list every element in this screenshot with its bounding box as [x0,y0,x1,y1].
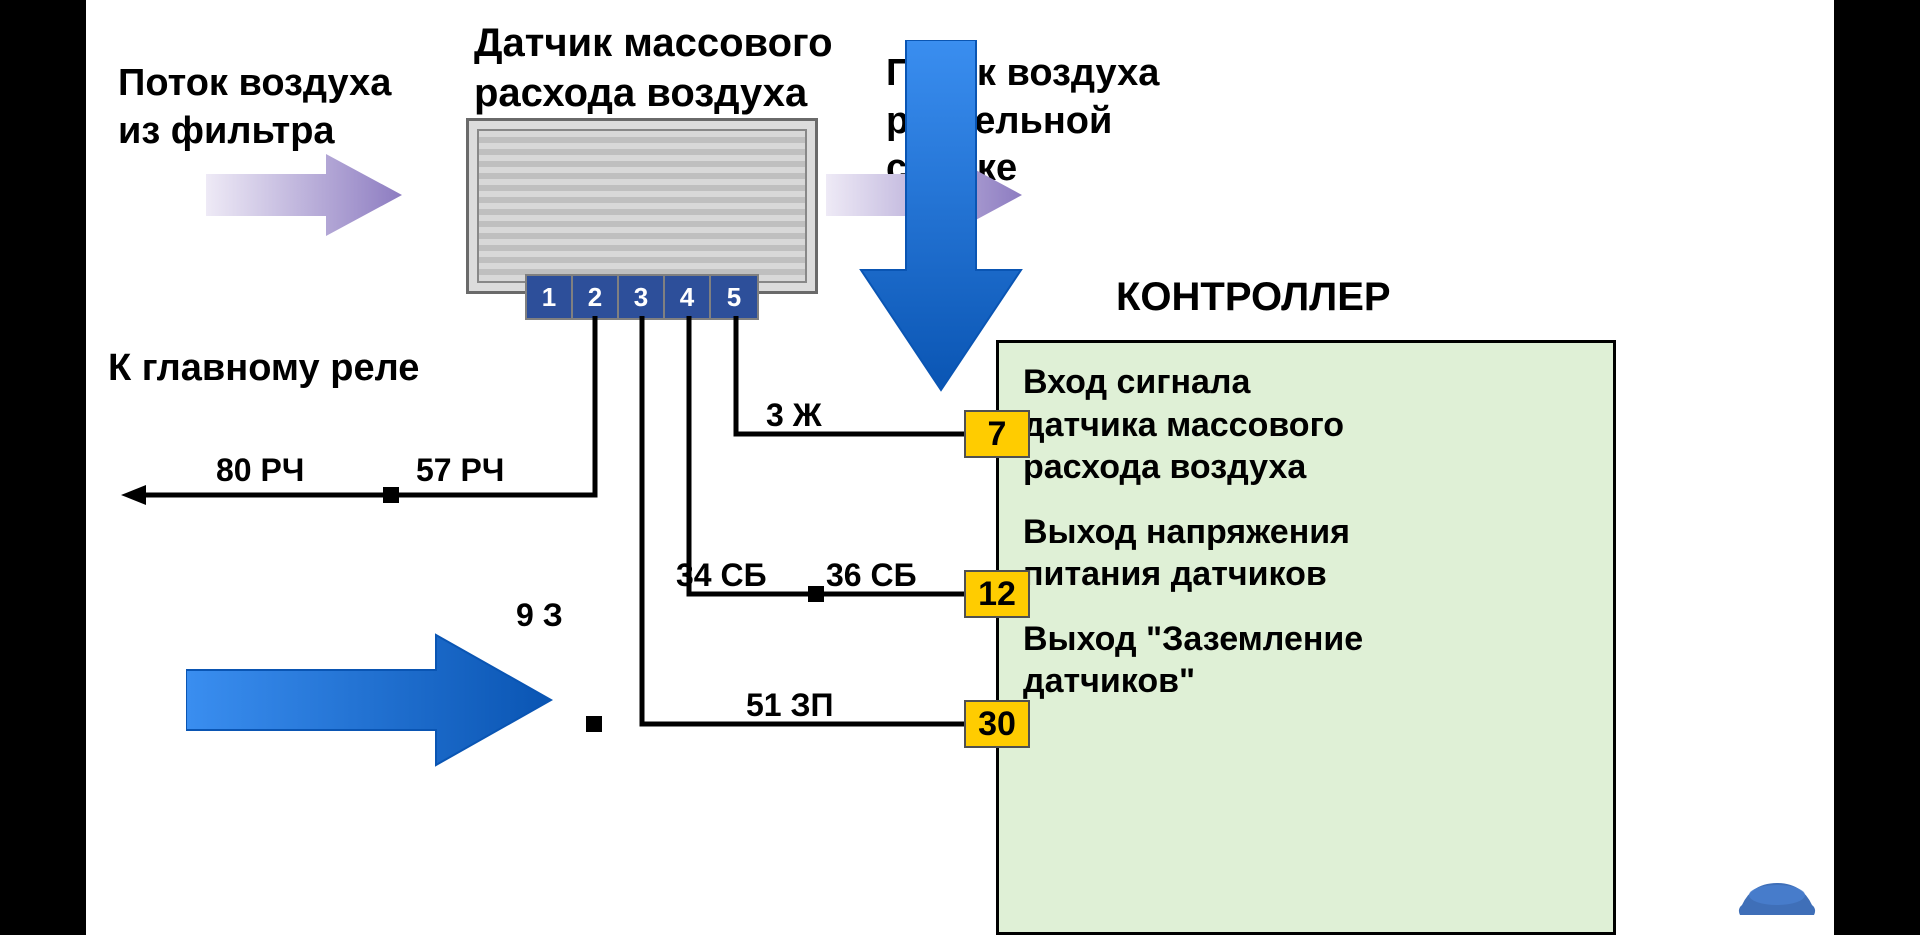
watermark-car-icon [1732,865,1822,925]
pin-2: 2 [573,276,619,318]
wire-label-51zp: 51 ЗП [746,685,834,725]
controller-title: КОНТРОЛЛЕР [1116,275,1391,320]
controller-row-7-text: Вход сигнала датчика массового расхода в… [1023,361,1344,489]
pin-badge-30: 30 [964,700,1030,748]
wire-label-3zh: 3 Ж [766,395,822,435]
controller-row-12-text: Выход напряжения питания датчиков [1023,511,1350,596]
pin-1: 1 [527,276,573,318]
maf-connector: 1 2 3 4 5 [525,274,759,320]
controller-row-30-text: Выход "Заземление датчиков" [1023,618,1363,703]
pointer-arrow-bottom [186,630,556,775]
pin-4: 4 [665,276,711,318]
controller-row-30: Выход "Заземление датчиков" [1023,618,1593,703]
flow-arrow-in [206,150,406,240]
pin-badge-12: 12 [964,570,1030,618]
wire-label-9z: 9 З [516,595,563,635]
maf-sensor [466,118,818,294]
wire-label-36sb: 36 СБ [826,555,917,595]
maf-sensor-grille [477,129,807,283]
wire-label-34sb: 34 СБ [676,555,767,595]
pin-5: 5 [711,276,757,318]
wire-label-80rch: 80 РЧ [216,450,304,490]
wire-label-57rch: 57 РЧ [416,450,504,490]
controller-row-7: Вход сигнала датчика массового расхода в… [1023,361,1593,489]
label-relay: К главному реле [108,345,419,393]
diagram-canvas: Датчик массового расхода воздуха Поток в… [86,0,1834,935]
label-air-in: Поток воздуха из фильтра [118,60,391,155]
sensor-title: Датчик массового расхода воздуха [474,18,833,118]
pin-3: 3 [619,276,665,318]
controller-box: Вход сигнала датчика массового расхода в… [996,340,1616,935]
pin-badge-7: 7 [964,410,1030,458]
controller-row-12: Выход напряжения питания датчиков [1023,511,1593,596]
